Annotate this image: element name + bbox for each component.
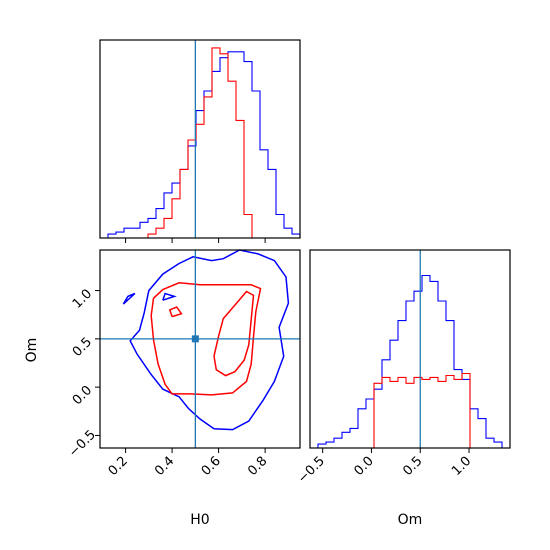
panel-frame-scatter bbox=[99, 249, 301, 449]
om-x-tick-label-1: 0.0 bbox=[352, 454, 377, 479]
contour-5 bbox=[168, 306, 183, 318]
hist-om-series-1 bbox=[373, 372, 510, 449]
h0-x-tick-label-1: 0.4 bbox=[152, 454, 177, 479]
truth-marker bbox=[191, 335, 199, 343]
om-x-tick-label-3: 1.0 bbox=[449, 454, 474, 479]
hist-om-series-0 bbox=[317, 274, 510, 449]
y-axis-label-om: Om bbox=[24, 338, 40, 363]
om-x-tick-label-0: −0.5 bbox=[295, 454, 328, 487]
contour-3 bbox=[150, 282, 262, 396]
panel-hist-h0 bbox=[99, 39, 301, 243]
x-axis-label-om: Om bbox=[398, 512, 423, 528]
contour-2 bbox=[162, 292, 177, 301]
om-x-tick-label-2: 0.5 bbox=[400, 454, 425, 479]
om-y-tick-label-2: 0.5 bbox=[70, 335, 95, 360]
om-y-tick-label-1: 0.0 bbox=[70, 383, 95, 408]
om-y-tick-label-0: −0.5 bbox=[66, 427, 99, 460]
contour-0 bbox=[129, 249, 290, 431]
om-y-tick-label-3: 1.0 bbox=[70, 286, 95, 311]
contour-1 bbox=[122, 292, 136, 305]
panel-frame-hist-h0 bbox=[99, 39, 301, 239]
h0-x-tick-label-3: 0.8 bbox=[245, 454, 270, 479]
h0-x-tick-label-0: 0.2 bbox=[106, 454, 131, 479]
panel-hist-om: −0.5 0.0 0.5 1.0 bbox=[295, 249, 511, 487]
h0-x-tick-label-2: 0.6 bbox=[199, 454, 224, 479]
panel-scatter-h0-om: 0.2 0.4 0.6 0.8 −0.5 0.0 0.5 1.0 bbox=[66, 249, 301, 479]
panel-frame-hist-om bbox=[309, 249, 511, 449]
hist-h0-series-1 bbox=[147, 47, 300, 239]
x-axis-label-h0: H0 bbox=[190, 512, 209, 528]
contour-4 bbox=[213, 290, 255, 377]
hist-h0-series-0 bbox=[107, 51, 301, 238]
